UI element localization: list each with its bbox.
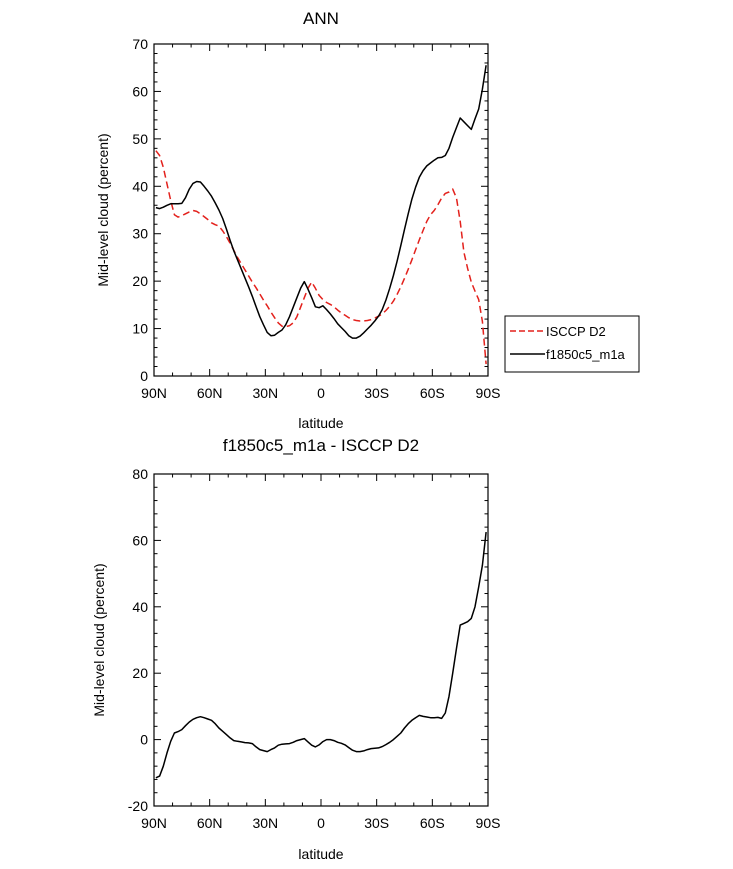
x-tick-label: 60S bbox=[420, 385, 445, 401]
y-tick-label: 30 bbox=[132, 226, 148, 242]
y-tick-label: 80 bbox=[132, 466, 148, 482]
y-tick-label: 20 bbox=[132, 665, 148, 681]
top-chart-x-axis-title: latitude bbox=[298, 415, 343, 431]
y-tick-label: -20 bbox=[128, 798, 148, 814]
x-tick-label: 60S bbox=[420, 815, 445, 831]
x-tick-label: 0 bbox=[317, 385, 325, 401]
x-tick-label: 90N bbox=[141, 815, 167, 831]
y-tick-label: 60 bbox=[132, 532, 148, 548]
top-chart-minor-ticks bbox=[154, 44, 488, 376]
y-tick-label: 70 bbox=[132, 36, 148, 52]
y-tick-label: 50 bbox=[132, 131, 148, 147]
y-tick-label: 10 bbox=[132, 321, 148, 337]
x-tick-label: 30S bbox=[364, 385, 389, 401]
y-tick-label: 0 bbox=[140, 732, 148, 748]
x-tick-label: 30N bbox=[252, 815, 278, 831]
y-tick-label: 20 bbox=[132, 273, 148, 289]
series-line-f1850c5-m1a bbox=[155, 65, 487, 339]
bottom-chart-frame bbox=[153, 473, 489, 807]
x-tick-label: 60N bbox=[197, 385, 223, 401]
legend: ISCCP D2 f1850c5_m1a bbox=[504, 315, 640, 373]
bottom-chart-title: f1850c5_m1a - ISCCP D2 bbox=[223, 436, 419, 455]
bottom-chart-x-ticks: 90N 60N 30N 0 30S 60S 90S bbox=[141, 474, 500, 831]
series-line-f1850c5-m1a-isccp-d2 bbox=[155, 532, 487, 779]
top-chart-series bbox=[155, 65, 487, 365]
y-tick-label: 40 bbox=[132, 178, 148, 194]
y-tick-label: 40 bbox=[132, 599, 148, 615]
bottom-chart: f1850c5_m1a - ISCCP D2 -20 0 20 40 60 80 90N 6… bbox=[91, 436, 500, 862]
legend-label-isccp: ISCCP D2 bbox=[546, 324, 606, 339]
legend-box bbox=[504, 315, 640, 373]
legend-label-model: f1850c5_m1a bbox=[546, 347, 626, 362]
top-chart-y-ticks: 0 10 20 30 40 50 60 70 bbox=[132, 36, 488, 384]
bottom-chart-y-axis-title: Mid-level cloud (percent) bbox=[91, 563, 107, 716]
y-tick-label: 0 bbox=[140, 368, 148, 384]
x-tick-label: 30N bbox=[252, 385, 278, 401]
top-chart-title: ANN bbox=[303, 9, 339, 28]
top-chart-x-ticks: 90N 60N 30N 0 30S 60S 90S bbox=[141, 44, 500, 401]
bottom-chart-y-ticks: -20 0 20 40 60 80 bbox=[128, 466, 488, 814]
series-line-isccp-d2 bbox=[155, 150, 487, 365]
top-chart-y-axis-title: Mid-level cloud (percent) bbox=[95, 133, 111, 286]
bottom-chart-series bbox=[155, 532, 487, 779]
top-chart-frame bbox=[153, 43, 489, 377]
x-tick-label: 90N bbox=[141, 385, 167, 401]
bottom-chart-minor-ticks bbox=[154, 474, 488, 806]
x-tick-label: 30S bbox=[364, 815, 389, 831]
y-tick-label: 60 bbox=[132, 83, 148, 99]
bottom-chart-x-axis-title: latitude bbox=[298, 846, 343, 862]
x-tick-label: 60N bbox=[197, 815, 223, 831]
x-tick-label: 90S bbox=[476, 815, 501, 831]
x-tick-label: 90S bbox=[476, 385, 501, 401]
x-tick-label: 0 bbox=[317, 815, 325, 831]
